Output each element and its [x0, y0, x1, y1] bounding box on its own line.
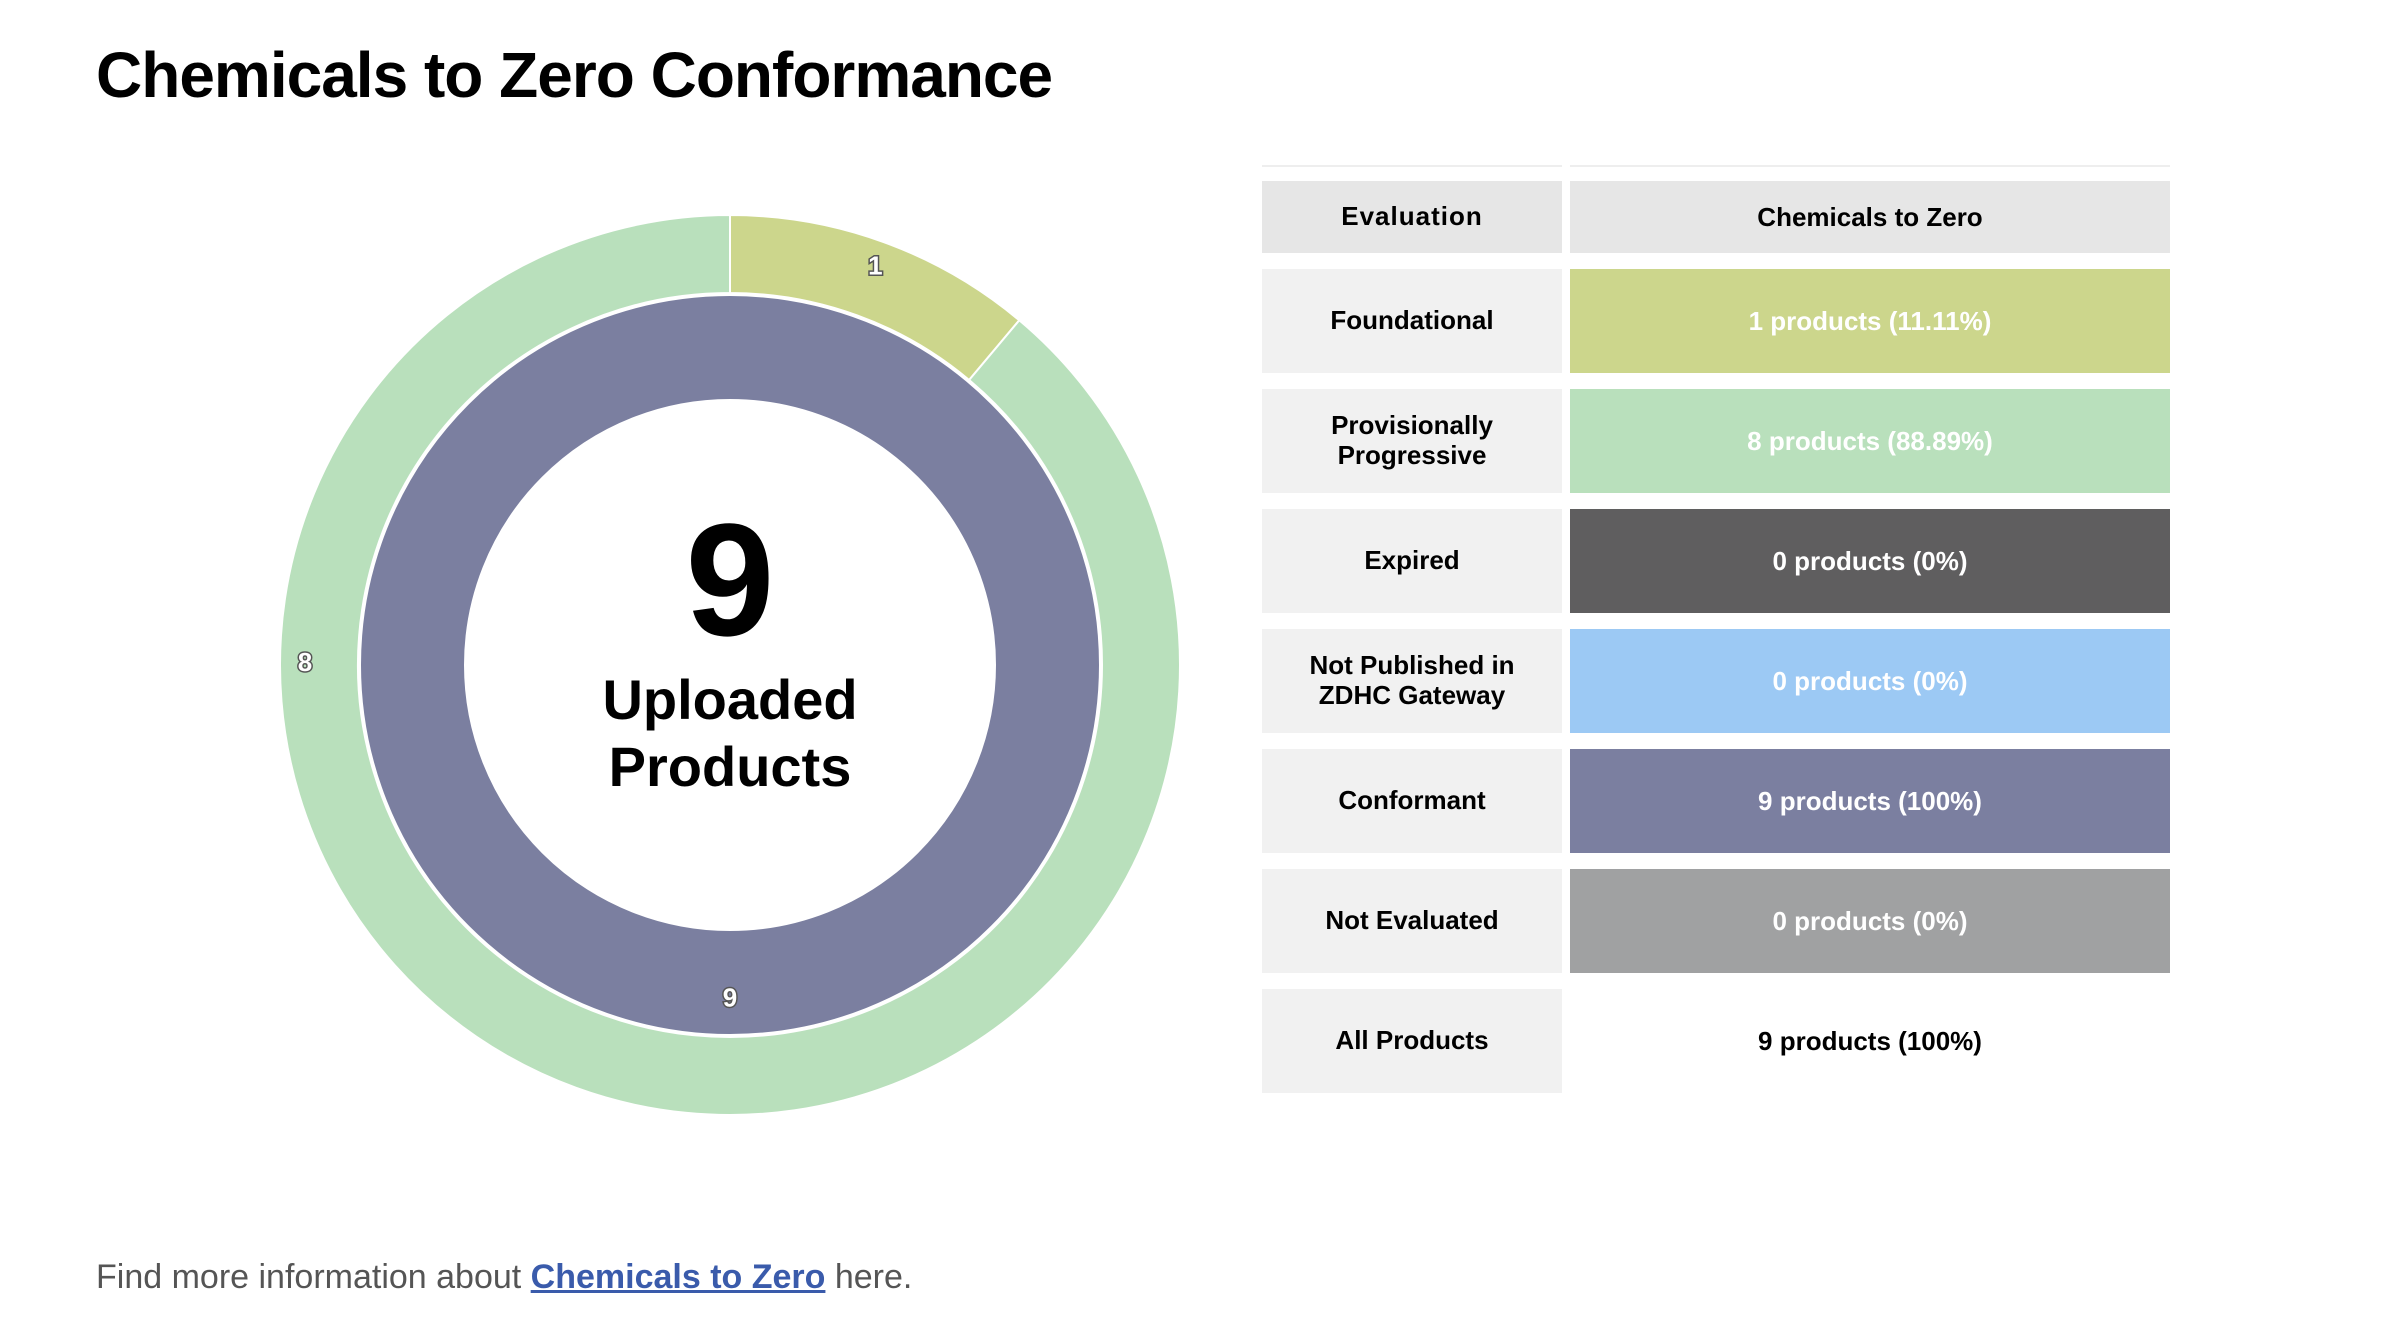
row-label: All Products — [1262, 989, 1562, 1093]
footer-prefix: Find more information about — [96, 1258, 531, 1296]
row-label: Conformant — [1262, 749, 1562, 853]
table-row: Expired 0 products (0%) — [1262, 509, 2170, 613]
row-value: 0 products (0%) — [1570, 869, 2170, 973]
header-chemicals-to-zero: Chemicals to Zero — [1570, 181, 2170, 253]
chemicals-to-zero-link[interactable]: Chemicals to Zero — [530, 1258, 826, 1296]
row-label: Provisionally Progressive — [1262, 389, 1562, 493]
donut-chart-svg: 9 1 8 — [280, 215, 1180, 1115]
row-label: Not Published in ZDHC Gateway — [1262, 629, 1562, 733]
table-row: Foundational 1 products (11.11%) — [1262, 269, 2170, 373]
row-value: 0 products (0%) — [1570, 629, 2170, 733]
row-value: 9 products (100%) — [1570, 989, 2170, 1093]
table-row: Not Published in ZDHC Gateway 0 products … — [1262, 629, 2170, 733]
row-value: 0 products (0%) — [1570, 509, 2170, 613]
row-label: Foundational — [1262, 269, 1562, 373]
table-row: Conformant 9 products (100%) — [1262, 749, 2170, 853]
table-row: Provisionally Progressive 8 products (88.… — [1262, 389, 2170, 493]
table-row: All Products 9 products (100%) — [1262, 989, 2170, 1093]
row-value: 8 products (88.89%) — [1570, 389, 2170, 493]
evaluation-table: Evaluation Chemicals to Zero Foundationa… — [1262, 165, 2170, 1109]
table-top-divider — [1262, 165, 2170, 167]
row-value: 9 products (100%) — [1570, 749, 2170, 853]
donut-slice-label: 8 — [298, 647, 312, 677]
footer-note: Find more information about Chemicals to… — [96, 1258, 912, 1297]
donut-slice-label: 9 — [723, 983, 737, 1013]
donut-slice-label: 1 — [868, 251, 882, 281]
table-body: Foundational 1 products (11.11%) Provision… — [1262, 269, 2170, 1093]
row-value: 1 products (11.11%) — [1570, 269, 2170, 373]
page-title: Chemicals to Zero Conformance — [96, 39, 1053, 111]
donut-slice-outer-1 — [280, 215, 1180, 1115]
footer-suffix: here. — [825, 1258, 913, 1296]
row-label: Not Evaluated — [1262, 869, 1562, 973]
table-header-row: Evaluation Chemicals to Zero — [1262, 181, 2170, 253]
donut-slice-inner-0 — [359, 294, 1101, 1037]
header-evaluation: Evaluation — [1262, 181, 1562, 253]
table-row: Not Evaluated 0 products (0%) — [1262, 869, 2170, 973]
row-label: Expired — [1262, 509, 1562, 613]
